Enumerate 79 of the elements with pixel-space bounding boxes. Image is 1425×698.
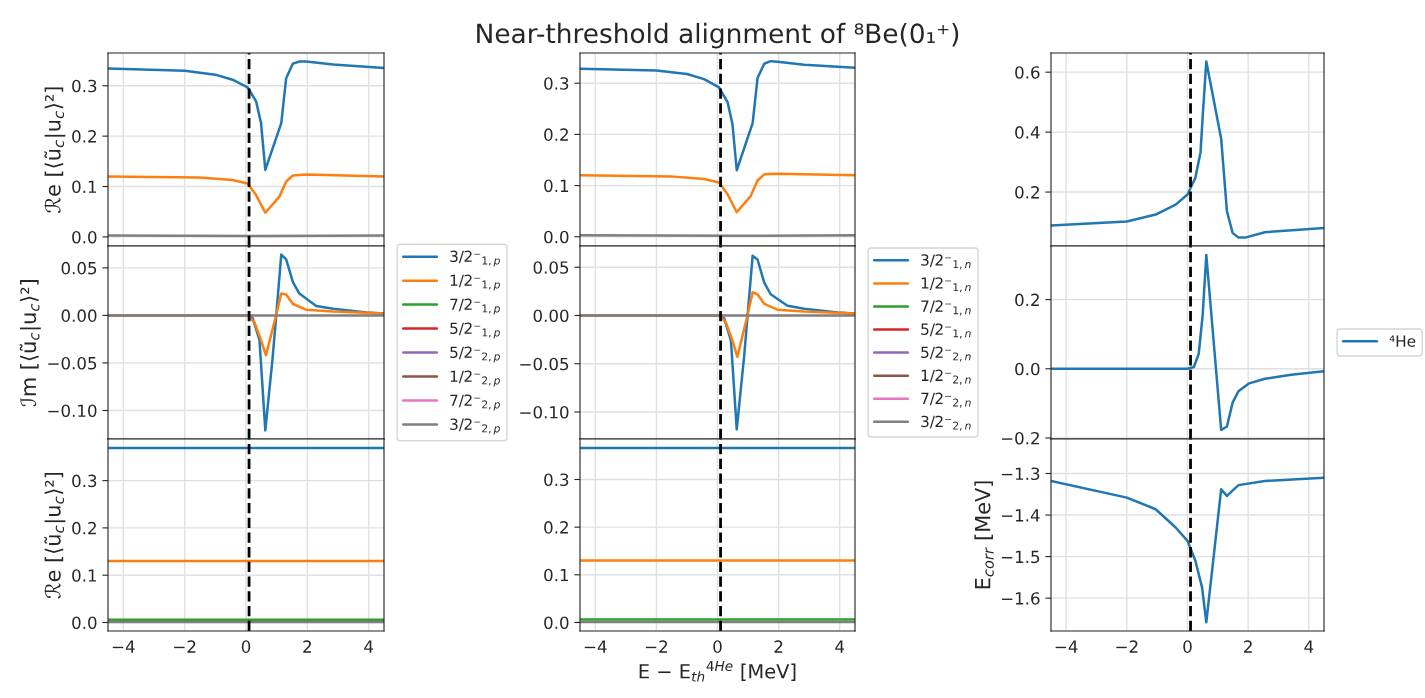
y-tick-label: 0.1 [72,569,97,582]
y-tick-label: −0.05 [48,356,97,370]
y-tick-label: 0.3 [544,77,569,90]
line-series [108,173,384,214]
y-tick-label: 0.1 [544,179,569,193]
y-tick-label: 0.0 [1015,362,1040,376]
y-tick-label: 0.0 [72,230,97,244]
y-tick-label: 0.0 [72,616,97,630]
legend-label: ⁴He [1389,335,1416,347]
legend-label: 1/2⁻$_{1,n}$ [921,277,971,293]
line-series [108,60,384,172]
x-tick-label: 2 [774,640,783,653]
legend-label: 3/2⁻$_{2,p}$ [450,418,500,435]
y-tick-label: −1.3 [1001,467,1040,481]
x-axis-title: E − E$_{th}$$^{4He}$ [MeV] [639,660,796,682]
legend-label: 7/2⁻$_{2,p}$ [450,394,500,411]
legend-label: 5/2⁻$_{1,p}$ [450,322,500,339]
legend-label: 5/2⁻$_{1,n}$ [921,323,971,339]
y-tick-label: 0.00 [61,309,97,322]
y-tick-label: −0.10 [520,405,569,419]
y-tick-label: 0.3 [72,79,97,93]
legend-label: 3/2⁻$_{1,p}$ [450,250,500,267]
y-tick-label: −0.10 [48,404,97,418]
y-tick-label: 0.0 [544,230,569,244]
legend-label: 5/2⁻$_{2,p}$ [450,346,500,363]
line-series [1051,253,1324,432]
legend-label: 1/2⁻$_{2,p}$ [450,370,500,387]
y-tick-label: −1.4 [1001,509,1040,522]
x-tick-label: −4 [112,640,135,653]
y-axis-title: ℛe [⟨ũ$_{c}$|u$_{c}$⟩²] [44,472,66,599]
x-tick-label: 2 [303,640,311,653]
y-tick-label: −0.05 [520,357,569,371]
x-tick-label: −2 [1116,640,1138,653]
legend-label: 1/2⁻$_{1,p}$ [450,274,500,291]
chart-title: Near-threshold alignment of ⁸Be(0₁⁺) [477,22,959,49]
y-tick-label: 0.2 [544,128,568,141]
y-tick-label: 0.1 [544,568,569,582]
y-tick-label: −0.2 [1001,431,1039,445]
x-tick-label: 0 [713,640,722,653]
x-tick-label: 0 [1183,640,1192,653]
x-tick-label: 4 [1304,640,1314,653]
y-tick-label: 0.05 [61,261,97,275]
y-tick-label: 0.1 [72,180,97,194]
x-tick-label: 0 [241,640,251,653]
y-tick-label: 0.0 [544,616,569,629]
legend-label: 7/2⁻$_{1,p}$ [450,298,500,315]
y-tick-label: 0.4 [1015,126,1040,139]
y-axis-title: ℛe [⟨ũ$_{c}$|u$_{c}$⟩²] [44,87,66,213]
y-tick-label: 0.6 [1015,66,1040,79]
y-tick-label: 0.00 [533,309,569,323]
y-axis-title: ℐm [⟨ũ$_{c}$|u$_{c}$⟩²] [19,280,41,407]
line-series [1051,60,1324,239]
legend-label: 3/2⁻$_{2,n}$ [921,415,971,431]
y-tick-label: 0.05 [533,261,569,274]
line-series [1051,476,1324,624]
y-tick-label: 0.2 [544,521,568,534]
line-series [580,59,855,172]
x-tick-label: 4 [835,640,845,653]
legend-label: 5/2⁻$_{2,n}$ [921,346,971,362]
y-tick-label: 0.2 [1015,186,1039,199]
legend-label: 7/2⁻$_{2,n}$ [921,392,971,408]
y-tick-label: 0.3 [544,473,569,487]
x-tick-label: −2 [645,640,667,653]
x-tick-label: −4 [584,640,607,653]
legend-label: 1/2⁻$_{2,n}$ [921,369,971,385]
legend-label: 7/2⁻$_{1,n}$ [921,300,971,316]
y-tick-label: −1.6 [1001,592,1040,605]
y-tick-label: 0.2 [72,130,96,143]
x-tick-label: −4 [1055,640,1078,653]
y-tick-label: −1.5 [1001,550,1040,564]
y-tick-label: 0.2 [72,521,96,535]
line-series [580,172,855,214]
legend-label: 3/2⁻$_{1,n}$ [921,254,971,270]
x-tick-label: 2 [1244,640,1252,653]
x-tick-label: −2 [174,640,196,653]
y-tick-label: 0.3 [72,474,97,488]
y-axis-title: E$_{corr}$ [MeV] [974,481,994,589]
y-tick-label: 0.2 [1015,293,1039,307]
x-tick-label: 4 [364,640,374,653]
